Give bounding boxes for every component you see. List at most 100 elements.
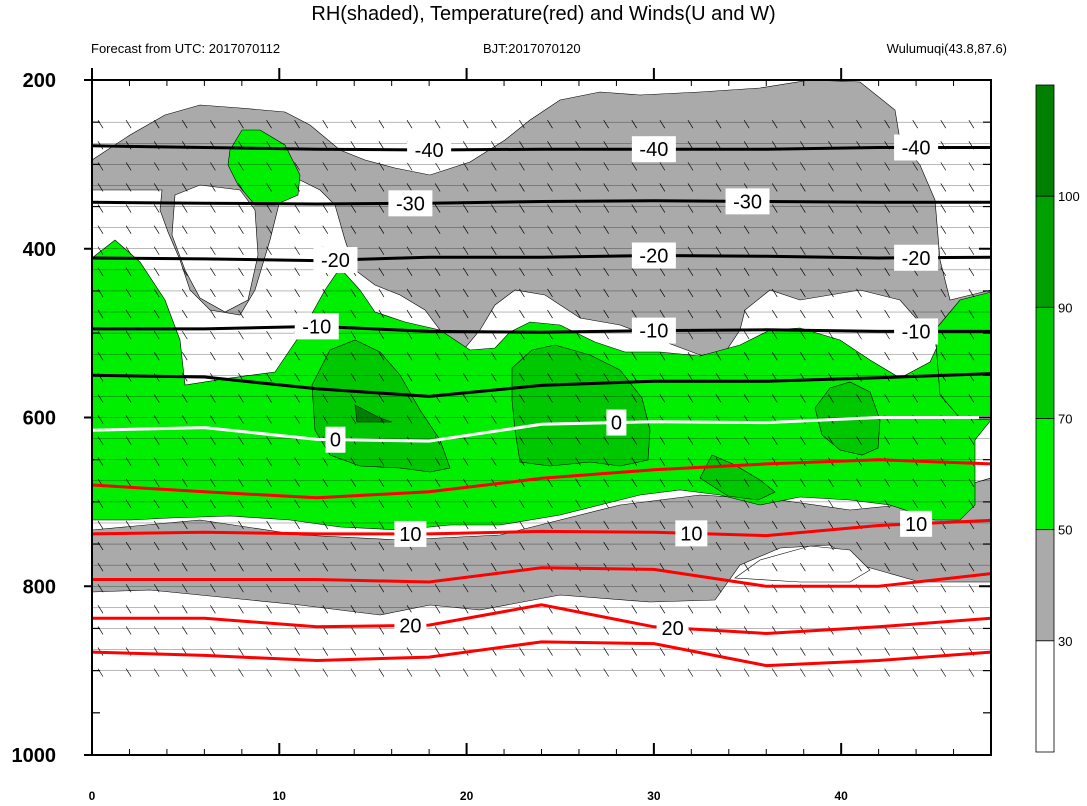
wind-barb [743,162,750,171]
wind-barb [743,436,750,445]
wind-barb [462,562,469,572]
wind-barb [491,584,497,593]
wind-barb [771,520,778,530]
wind-barb [575,288,581,298]
wind-barb [210,394,216,403]
wind-barb [125,288,132,298]
contour-label: 0 [611,413,622,435]
wind-barb [968,246,975,255]
wind-barb [575,394,581,403]
wind-barb [462,626,469,635]
wind-barb [997,416,1002,424]
wind-barb [828,605,834,614]
wind-barb [828,267,834,277]
wind-barb [687,162,694,171]
wind-barb [294,478,300,487]
wind-barb [547,499,553,509]
wind-barb [631,647,638,656]
wind-barb [125,584,132,593]
wind-barb [491,457,497,466]
wind-barb [912,605,919,614]
wind-barb [491,141,497,150]
wind-barb [434,225,441,234]
wind-barb [800,499,806,509]
wind-barb [153,562,160,572]
wind-barb [210,352,216,361]
wind-barb [715,520,722,530]
wind-barb [462,415,469,424]
wind-barb [603,626,609,635]
wind-barb [771,352,778,361]
wind-barb [97,246,104,255]
wind-barb [294,394,300,403]
wind-barb [181,541,188,551]
wind-barb [97,668,104,677]
wind-barb [97,605,104,614]
wind-barb [743,668,750,677]
wind-barb [266,436,272,445]
wind-barb [97,288,104,298]
wind-barb [856,605,862,614]
wind-barb [519,352,525,361]
wind-barb [715,605,722,614]
wind-barb [462,605,469,614]
wind-barb [519,204,525,213]
wind-barb [631,204,638,213]
wind-barb [912,668,919,677]
wind-barb [434,562,441,572]
wind-barb [631,541,638,551]
wind-barb [519,647,525,656]
wind-barb [153,478,160,487]
wind-barb [575,309,581,319]
wind-barb [856,204,862,213]
wind-barb [687,478,694,487]
wind-barb [519,499,525,509]
wind-barb [378,246,385,255]
wind-barb [350,478,357,487]
wind-barb [631,520,638,530]
wind-barb [687,584,694,593]
wind-barb [997,226,1002,234]
wind-barb [406,562,413,572]
wind-barb [687,225,694,234]
wind-barb [378,288,385,298]
wind-barb [97,330,104,340]
wind-barb [771,562,778,572]
wind-barb [997,310,1002,318]
wind-barb [856,162,862,171]
wind-barb [884,647,890,656]
wind-barb [378,562,385,572]
wind-barb [181,478,188,487]
wind-barb [715,499,722,509]
wind-barb [968,352,975,361]
wind-barb [350,394,357,403]
wind-barb [322,162,329,171]
wind-barb [884,309,890,319]
wind-barb [940,309,947,319]
wind-barb [884,225,890,234]
wind-barb [659,584,666,593]
wind-barb [968,120,975,129]
wind-barb [547,246,553,255]
wind-barb [603,373,609,382]
wind-barb [97,436,104,445]
wind-barb [659,183,666,192]
wind-barb [800,309,806,319]
wind-barb [491,183,497,192]
wind-barb [575,267,581,277]
wind-barb [462,309,469,319]
wind-barb [715,457,722,466]
wind-barb [715,162,722,171]
wind-barb [687,562,694,572]
wind-barb [322,394,329,403]
contour-label-bg [656,614,689,641]
wind-barb [294,120,300,129]
colorbar-swatch [1035,84,1055,197]
wind-barb [462,584,469,593]
wind-barb [406,415,413,424]
wind-barb [181,499,188,509]
wind-barb [687,352,694,361]
wind-barb [547,436,553,445]
wind-barb [912,120,919,129]
wind-barb [997,268,1002,276]
